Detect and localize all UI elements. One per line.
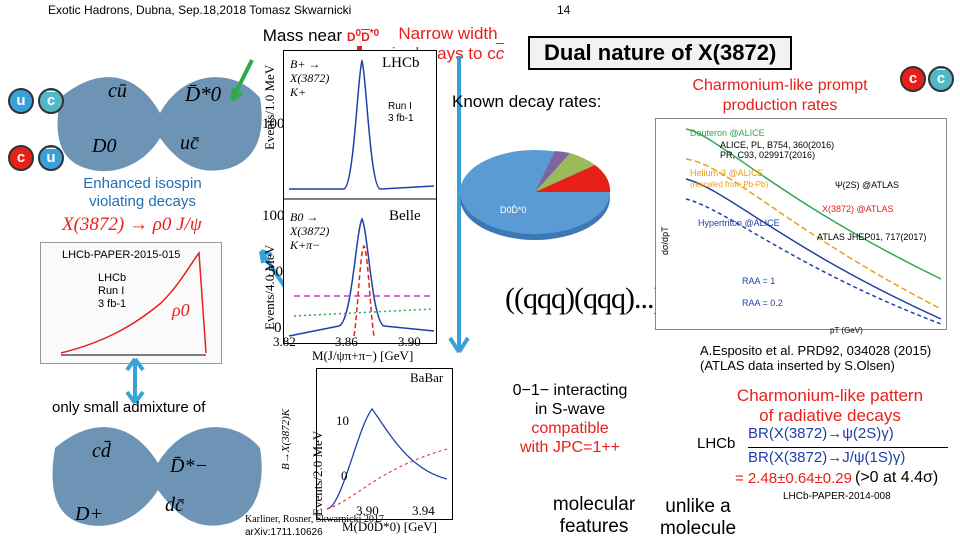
- br-denominator: BR(X(3872)→J/ψ(1S)γ): [748, 449, 906, 466]
- top-diagram-left: cū: [108, 80, 127, 102]
- unlike-molecule: unlike a molecule: [659, 496, 737, 539]
- quark-u: u: [8, 88, 34, 114]
- babar-label: BaBar: [410, 370, 444, 385]
- top-molecule-diagram: [57, 77, 262, 172]
- decay-bottom: B0 → X(3872) K+π−: [290, 210, 330, 252]
- quark-cbar: c: [38, 88, 64, 114]
- prompt-production-curves: [685, 128, 942, 325]
- helium-label: Helium-3 @ALICE: [690, 168, 764, 178]
- prompt-yaxis-label: dσ/dpT: [660, 226, 670, 255]
- hypertriton-label: Hypertriton @ALICE: [698, 218, 780, 228]
- mass-plot-xlabel: M(J/ψπ+π−) [GeV]: [312, 348, 414, 363]
- deuteron-label: Deuteron @ALICE: [690, 128, 765, 138]
- admixture-label: only small admixture of: [52, 399, 206, 416]
- babar-ytick-10: 10: [336, 413, 349, 428]
- psi-label: Ψ(2S) @ATLAS: [835, 180, 900, 190]
- ytick-top: 100: [262, 116, 285, 132]
- babar-xtick-2: 3.94: [412, 503, 435, 518]
- header-title: Exotic Hadrons, Dubna, Sep.18,2018 Tomas…: [48, 3, 352, 17]
- lhcb-label: LHCb: [382, 55, 420, 71]
- babar-plot: [316, 368, 453, 520]
- isospin-label: Enhanced isospin violating decays: [83, 175, 202, 210]
- quark-c: c: [8, 145, 34, 171]
- rescaled-label: (rescaled from Pb-Pb): [690, 180, 769, 189]
- ytick-bottom-100: 100: [262, 208, 285, 224]
- bottom-diagram-bottom-right: dc̄: [165, 494, 184, 516]
- lhcb-rho-symbol: ρ0: [172, 300, 190, 320]
- br-result: = 2.48±0.64±0.29: [735, 470, 852, 487]
- top-diagram-bottom-right: uc̄: [180, 132, 199, 154]
- karliner-credit: Karliner, Rosner, Skwarnicki 2017: [245, 514, 384, 525]
- isospin-formula: X(3872) → ρ0 J/ψ: [62, 214, 202, 235]
- top-diagram-bottom-left: D0: [92, 135, 117, 157]
- page-number: 14: [557, 3, 571, 17]
- mass-spectrum-plot: [283, 50, 437, 344]
- alice-ref: ALICE, PL, B754, 360(2016) PR, C93, 02991…: [720, 140, 835, 160]
- br-numerator: BR(X(3872)→ψ(2S)γ): [748, 425, 894, 442]
- arxiv-ref: arXiv:1711.10626: [245, 527, 323, 538]
- babar-xlabel: M(D0D̄*0) [GeV]: [342, 519, 437, 534]
- babar-ylabel: Events/2.0 MeV: [310, 430, 325, 516]
- quark-cbar-right: c: [928, 66, 954, 92]
- esposito-ref: A.Esposito et al. PRD92, 034028 (2015) (A…: [700, 343, 932, 373]
- raa1-label: RAA = 1: [742, 276, 776, 286]
- babar-ytick-0: 0: [341, 468, 348, 483]
- ytick-bottom-0: 0: [274, 320, 282, 336]
- mass-spectrum-svg: [284, 58, 436, 337]
- prompt-production-plot: [655, 118, 947, 330]
- green-arrow-icon: [230, 59, 254, 102]
- lhcb-rho-plot: [40, 242, 222, 364]
- decay-pie-chart: [460, 150, 611, 240]
- quark-ubar: u: [38, 145, 64, 171]
- bottom-molecule-diagram: [52, 427, 262, 526]
- br-fraction-bar: [748, 447, 948, 448]
- babar-xtick-1: 3.90: [356, 503, 379, 518]
- br-significance: (>0 at 4.4σ): [855, 469, 939, 486]
- quark-c-right: c: [900, 66, 926, 92]
- lhcb-paper-id: LHCb-PAPER-2015-015: [62, 249, 181, 261]
- bottom-diagram-left: cd̄: [92, 440, 111, 462]
- blue-double-arrow-icon: [125, 357, 145, 405]
- radiative-pattern: Charmonium-like pattern of radiative deca…: [736, 386, 924, 425]
- ytick-bottom-50: 50: [268, 264, 283, 280]
- prompt-production-label: Charmonium-like prompt production rates: [692, 77, 868, 114]
- belle-label: Belle: [389, 208, 421, 224]
- babar-curve: [326, 407, 448, 510]
- lhcb-rho-curve: [60, 251, 207, 356]
- raa02-label: RAA = 0.2: [742, 298, 783, 308]
- top-diagram-right: D̄*0: [185, 82, 222, 106]
- radiative-paper: LHCb-PAPER-2014-008: [783, 491, 891, 502]
- xtick-2: 3.86: [335, 334, 358, 349]
- bottom-diagram-bottom-left: D+: [75, 503, 103, 525]
- x3872-label: X(3872) @ATLAS: [822, 204, 894, 214]
- known-decay-label: Known decay rates:: [452, 92, 602, 111]
- slide-title: Dual nature of X(3872): [528, 36, 793, 70]
- bottom-diagram-right: D̄*−: [170, 455, 208, 477]
- molecular-features: molecular features: [552, 494, 636, 537]
- qqq-label: ((qqq)(qqq)...): [505, 282, 663, 315]
- babar-decay: B→X(3872)K: [280, 408, 292, 470]
- blue-arrow-down-icon: [448, 56, 470, 354]
- xtick-3: 3.90: [398, 334, 421, 349]
- pt-axis-label: pT (GeV): [830, 326, 863, 335]
- ylabel-top: Events/1.0 MeV: [262, 64, 277, 150]
- xtick-1: 3.82: [273, 334, 296, 349]
- pie-label: D0D̄*0: [500, 205, 527, 215]
- radiative-lhcb: LHCb: [697, 435, 736, 452]
- interacting-label: 0−1− interacting in S-wave compatible with…: [512, 382, 628, 456]
- blue-arrow-up-icon: [259, 249, 289, 292]
- atlas-ref: ATLAS JHEP01, 717(2017): [817, 232, 927, 242]
- decay-top: B+ → X(3872) K+: [290, 57, 330, 99]
